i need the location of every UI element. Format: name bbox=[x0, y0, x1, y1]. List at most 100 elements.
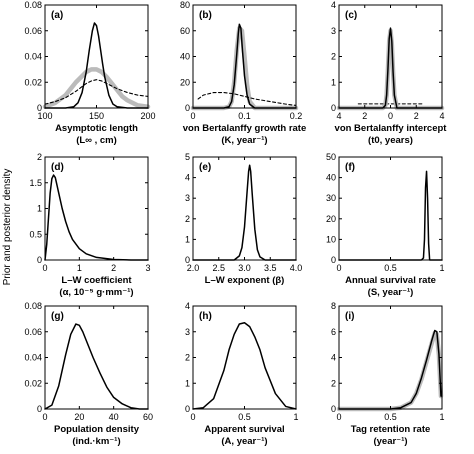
panel-g: 0 20 40 60 0 0.02 0.04 0.06 0.08 (g) Population de… bbox=[24, 301, 153, 447]
y-tick-label: 0 bbox=[185, 404, 190, 414]
x-tick-label: 0 bbox=[190, 111, 195, 121]
x-tick-label: 0.5 bbox=[384, 412, 397, 422]
y-tick-label: 0 bbox=[185, 103, 190, 113]
x-tick-label: 40 bbox=[109, 412, 119, 422]
y-tick-label: 1 bbox=[331, 77, 336, 87]
x-axis-label: von Bertalanffy intercept bbox=[335, 123, 448, 134]
y-tick-label: 2 bbox=[185, 353, 190, 363]
x-tick-label: 2.5 bbox=[212, 263, 225, 273]
posterior-black-curve bbox=[338, 27, 443, 109]
y-tick-label: 0.04 bbox=[24, 353, 42, 363]
x-axis-label-units: (S, year⁻¹) bbox=[368, 287, 414, 298]
x-axis-label: Population density bbox=[54, 424, 140, 435]
x-tick-label: 1 bbox=[439, 263, 444, 273]
posterior-black-curve bbox=[192, 23, 297, 109]
x-axis-label-units: (K, year⁻¹) bbox=[221, 135, 267, 146]
panel-label: (b) bbox=[199, 10, 212, 21]
x-tick-label: 2 bbox=[362, 111, 367, 121]
y-tick-label: 40 bbox=[326, 173, 336, 183]
y-tick-label: 3 bbox=[185, 327, 190, 337]
panel-label: (e) bbox=[199, 162, 211, 173]
panel-h: 0 0.5 1 0 1 2 3 4 (h) Apparent survival(A, year⁻¹… bbox=[185, 301, 299, 447]
y-tick-label: 60 bbox=[180, 26, 190, 36]
y-tick-label: 0.04 bbox=[24, 52, 42, 62]
y-tick-label: 0.02 bbox=[24, 378, 42, 388]
posterior-black-curve bbox=[338, 170, 443, 261]
posterior-black-curve bbox=[44, 22, 149, 109]
x-tick-label: 0 bbox=[336, 412, 341, 422]
y-tick-label: 3 bbox=[331, 26, 336, 36]
y-tick-label: 4 bbox=[185, 173, 190, 183]
y-tick-label: 0.08 bbox=[24, 0, 42, 10]
x-axis-label: von Bertalanffy growth rate bbox=[183, 123, 307, 134]
x-axis-label-units: (year⁻¹) bbox=[373, 436, 407, 447]
x-axis-label-units: (L∞ , cm) bbox=[76, 135, 117, 146]
y-tick-label: 1 bbox=[185, 234, 190, 244]
y-tick-label: 0 bbox=[331, 404, 336, 414]
x-axis-label-units: (t0, years) bbox=[368, 135, 413, 146]
y-tick-label: 0.06 bbox=[24, 327, 42, 337]
y-tick-label: 2 bbox=[185, 214, 190, 224]
x-axis-label: L–W coefficient bbox=[61, 275, 132, 286]
y-tick-label: 1 bbox=[185, 378, 190, 388]
panel-b: 0 0.1 0.2 0 20 40 60 80 (b) von Bertalanffy growt… bbox=[180, 0, 306, 146]
x-axis-label: Annual survival rate bbox=[345, 275, 436, 286]
panel-label: (g) bbox=[51, 311, 64, 322]
y-tick-label: 80 bbox=[180, 0, 190, 10]
x-axis-label: L–W exponent (β) bbox=[205, 275, 285, 286]
x-tick-label: 0.5 bbox=[238, 412, 251, 422]
y-tick-label: 50 bbox=[326, 152, 336, 162]
panel-d: 0 1 2 3 0 0.5 1 1.5 2 (d) L–W coefficient(α, 10⁻⁵ … bbox=[29, 152, 150, 298]
y-tick-label: 30 bbox=[326, 193, 336, 203]
x-tick-label: 0 bbox=[190, 412, 195, 422]
x-tick-label: 3.0 bbox=[238, 263, 251, 273]
x-tick-label: 200 bbox=[140, 111, 155, 121]
x-tick-label: 0.1 bbox=[238, 111, 251, 121]
y-tick-label: 4 bbox=[331, 0, 336, 10]
y-tick-label: 0 bbox=[331, 255, 336, 265]
posterior-black-curve bbox=[192, 164, 297, 261]
x-tick-label: 3.5 bbox=[264, 263, 277, 273]
panel-grid: 100 150 20000.020.040.060.08(a)Asymptotic … bbox=[24, 0, 447, 447]
y-tick-label: 0 bbox=[37, 255, 42, 265]
x-tick-label: 1 bbox=[293, 412, 298, 422]
posterior-black-curve bbox=[338, 329, 442, 410]
y-tick-label: 2 bbox=[331, 52, 336, 62]
x-axis-label-units: (ind.·km⁻¹) bbox=[72, 436, 120, 447]
x-tick-label: 0.5 bbox=[384, 263, 397, 273]
x-tick-label: 0 bbox=[388, 111, 393, 121]
y-tick-label: 40 bbox=[180, 52, 190, 62]
x-tick-label: 0 bbox=[42, 263, 47, 273]
panel-i: 0 0.5 1 0 2 4 6 8 (i) Tag retention rate(year⁻¹) bbox=[331, 301, 445, 447]
y-tick-label: 1 bbox=[37, 204, 42, 214]
panel-label: (f) bbox=[345, 162, 355, 173]
x-tick-label: 0 bbox=[336, 263, 341, 273]
panel-label: (h) bbox=[199, 311, 212, 322]
x-tick-label: 2 bbox=[111, 263, 116, 273]
panel-label: (i) bbox=[345, 311, 354, 322]
x-tick-label: 150 bbox=[89, 111, 104, 121]
panel-label: (c) bbox=[345, 10, 357, 21]
y-tick-label: 20 bbox=[326, 214, 336, 224]
x-tick-label: 60 bbox=[143, 412, 153, 422]
posterior-black-curve bbox=[44, 323, 149, 410]
panel-label: (a) bbox=[51, 10, 63, 21]
x-tick-label: 0 bbox=[42, 412, 47, 422]
x-tick-label: 2 bbox=[414, 111, 419, 121]
y-tick-label: 4 bbox=[331, 353, 336, 363]
posterior-gray-curve bbox=[336, 330, 444, 412]
x-tick-label: 100 bbox=[37, 111, 52, 121]
y-tick-label: 0.08 bbox=[24, 301, 42, 311]
x-tick-label: 3 bbox=[145, 263, 150, 273]
y-tick-label: 5 bbox=[185, 152, 190, 162]
posterior-gray-curve bbox=[42, 67, 151, 109]
prior-dashed-curve bbox=[44, 79, 149, 105]
y-tick-label: 10 bbox=[326, 234, 336, 244]
posterior-black-curve bbox=[192, 321, 297, 410]
x-tick-label: 20 bbox=[74, 412, 84, 422]
y-tick-label: 6 bbox=[331, 327, 336, 337]
posterior-black-curve bbox=[44, 174, 149, 261]
